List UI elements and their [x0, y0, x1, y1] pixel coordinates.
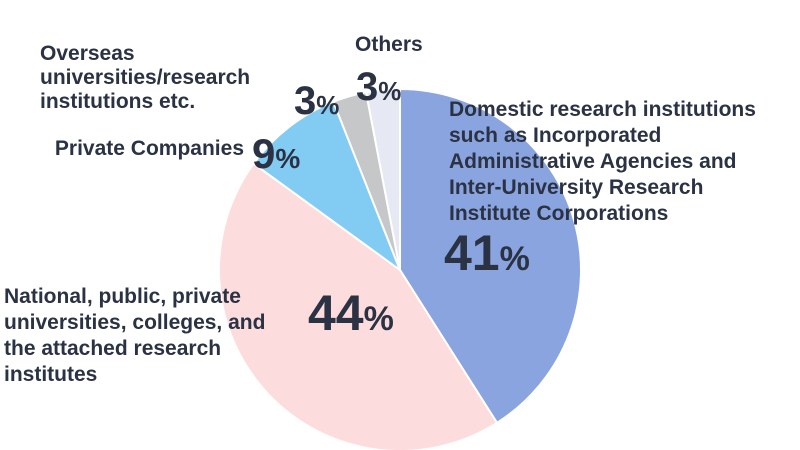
slice-label-4: Others: [355, 33, 423, 56]
slice-percent-1: 44%: [308, 285, 394, 341]
pie-slice-0: [399, 88, 582, 424]
slice-label-line: Private Companies: [55, 137, 244, 160]
slice-percent-value: 41: [444, 225, 500, 281]
pie-slice-4: [365, 88, 401, 271]
slice-percent-value: 3: [294, 79, 316, 123]
pie-slice-2: [252, 100, 401, 271]
slice-label-line: universities/research: [40, 66, 250, 89]
slice-label-line: Institute Corporations: [449, 202, 668, 225]
slice-label-line: Overseas: [40, 42, 135, 65]
slice-label-line: institutions etc.: [40, 90, 195, 113]
slice-label-line: the attached research: [4, 337, 221, 360]
slice-percent-3: 3%: [294, 79, 339, 123]
slice-percent-4: 3%: [356, 65, 401, 109]
slice-percent-sign: %: [316, 90, 339, 120]
pie-slice-1: [218, 162, 498, 450]
slice-label-line: Domestic research institutions: [449, 98, 756, 121]
slice-percent-sign: %: [378, 76, 401, 106]
slice-percent-sign: %: [275, 143, 300, 174]
slice-percent-value: 3: [356, 65, 378, 109]
slice-label-line: institutes: [4, 363, 97, 386]
slice-label-line: Others: [355, 33, 423, 56]
slice-label-line: Administrative Agencies and: [449, 150, 736, 173]
slice-label-line: universities, colleges, and: [4, 311, 265, 334]
slice-percent-2: 9%: [252, 130, 300, 177]
slice-label-1: National, public, private universities, c…: [4, 285, 265, 386]
slice-percent-sign: %: [364, 300, 394, 338]
slice-label-line: such as Incorporated: [449, 124, 661, 147]
slice-percent-sign: %: [500, 240, 530, 278]
slice-label-3: Overseas universities/research institution…: [40, 42, 250, 113]
slice-percent-0: 41%: [444, 225, 530, 281]
slice-label-line: National, public, private: [4, 285, 241, 308]
slice-percent-value: 9: [252, 130, 275, 177]
slice-label-2: Private Companies: [55, 137, 244, 160]
slice-label-0: Domestic research institutions such as In…: [449, 98, 756, 225]
slice-label-line: Inter-University Research: [449, 176, 703, 199]
pie-slices: [218, 88, 582, 450]
slice-percent-value: 44: [308, 285, 364, 341]
